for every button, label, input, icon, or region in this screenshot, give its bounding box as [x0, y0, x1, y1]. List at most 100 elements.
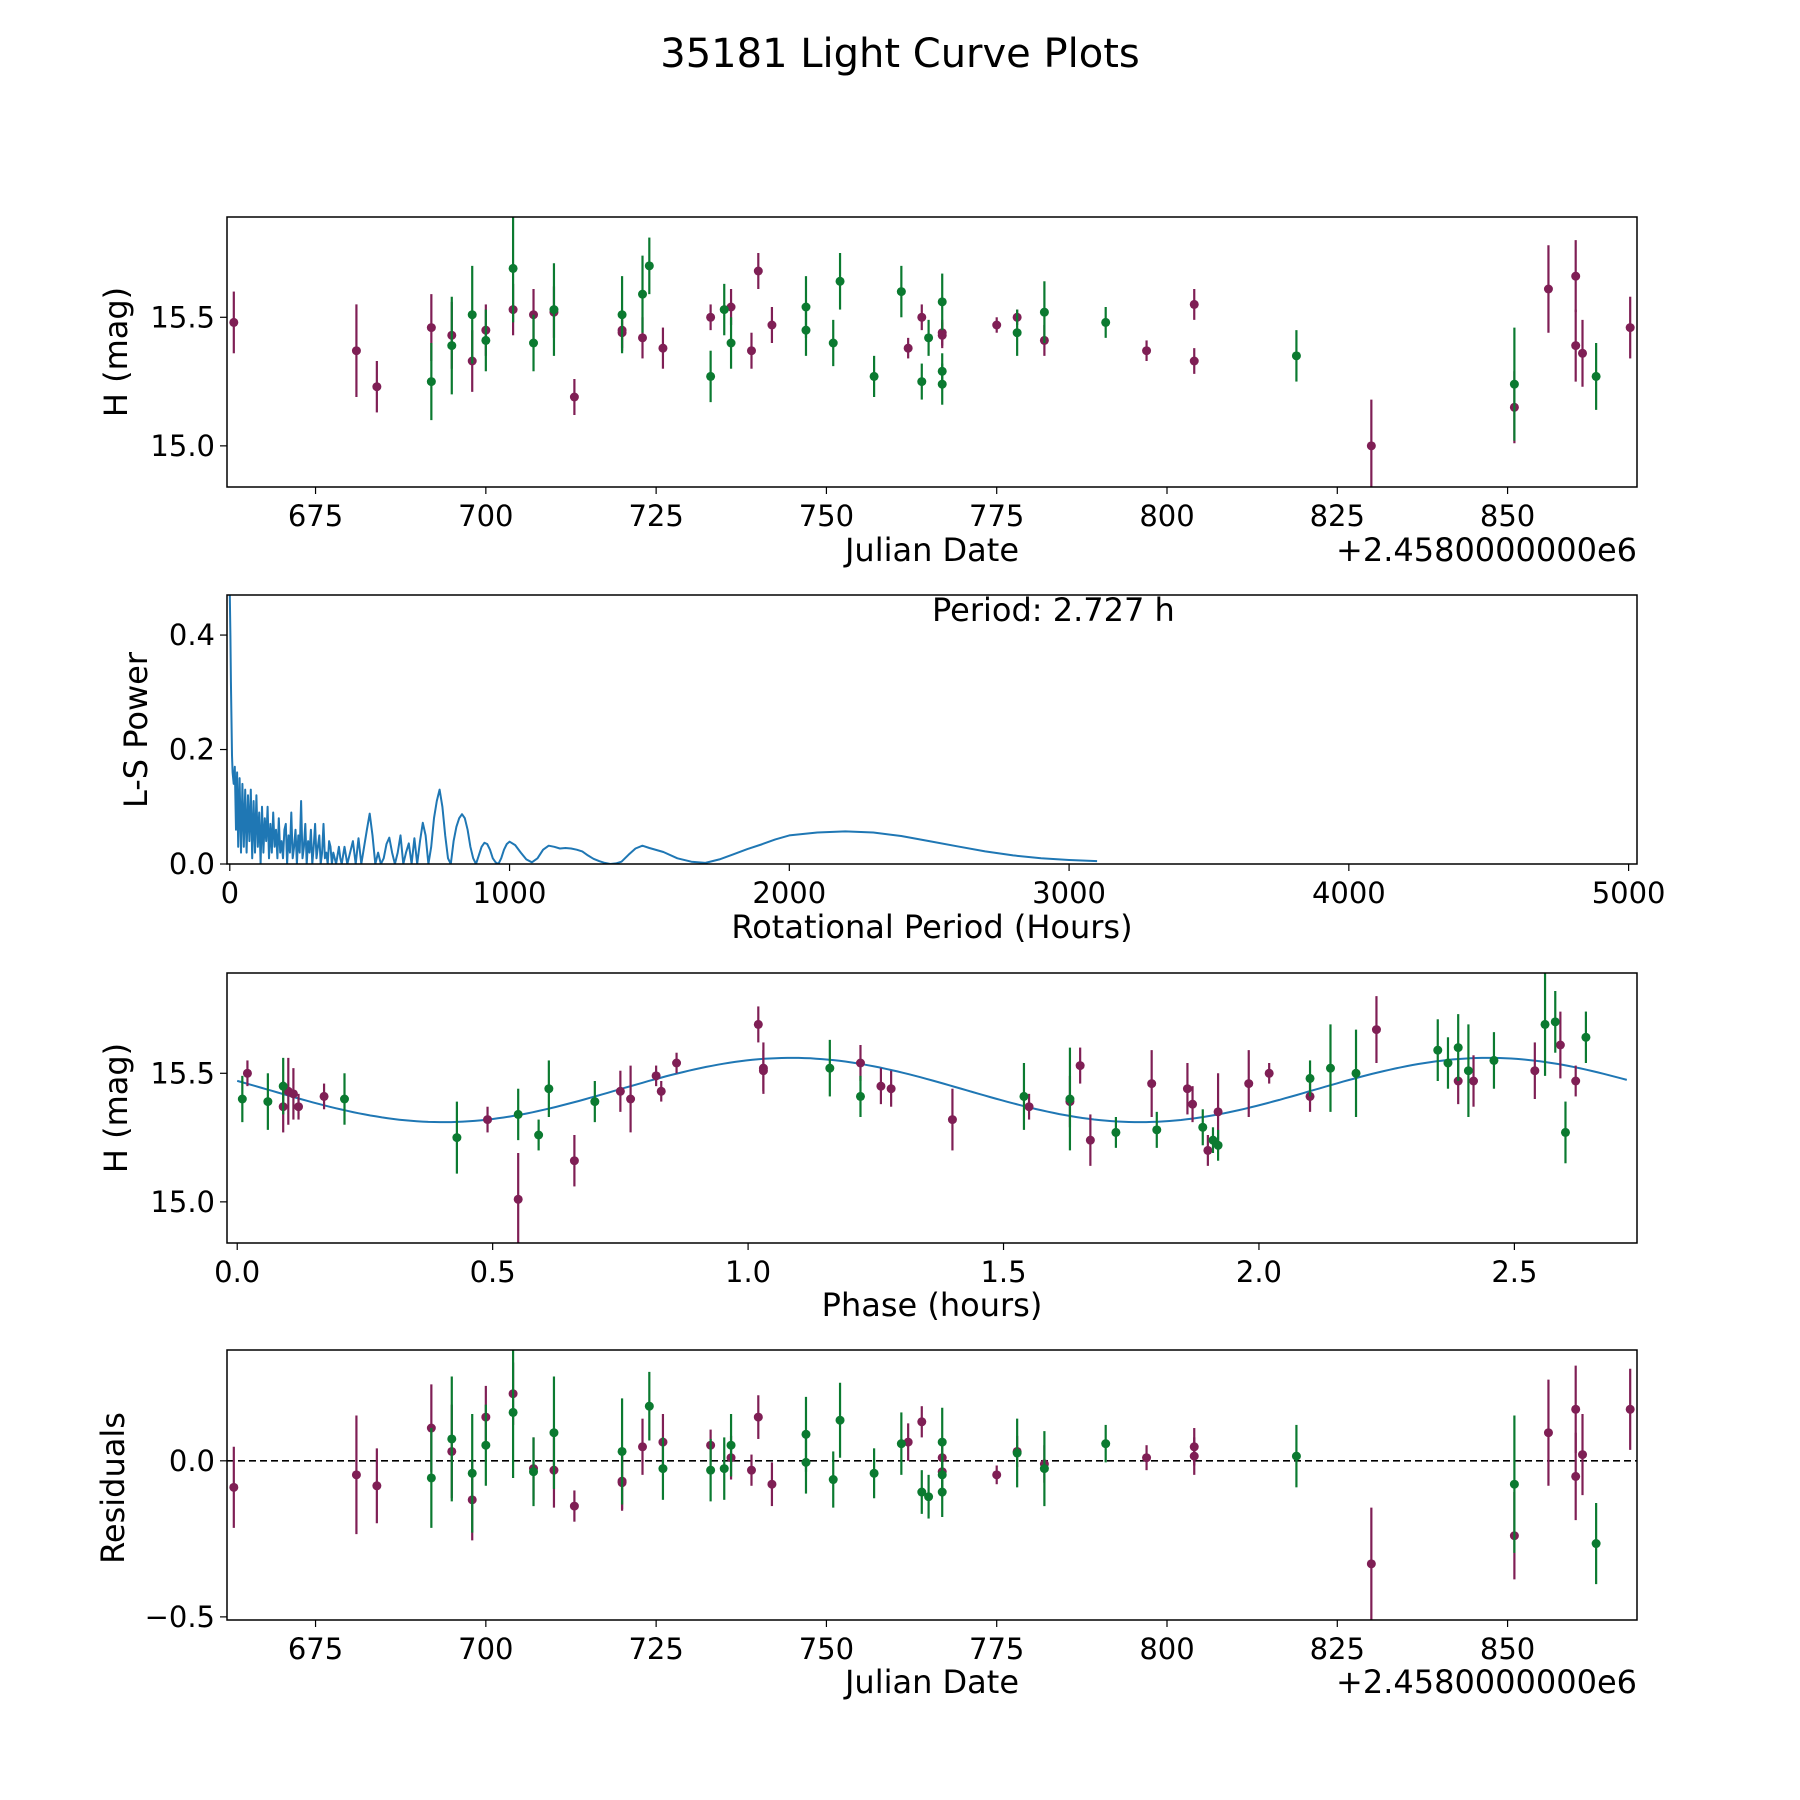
- periodogram-ytick-label: 0.0: [169, 847, 215, 881]
- residuals-point-filter-b: [801, 1457, 811, 1467]
- phased-curve-point-filter-a: [288, 1089, 298, 1099]
- light-curve-point-filter-a: [1625, 323, 1635, 333]
- periodogram-ylabel: L-S Power: [117, 651, 155, 808]
- light-curve-offset-label: +2.4580000000e6: [1336, 531, 1637, 569]
- residuals-plot-area: [227, 1350, 1637, 1620]
- phased-curve-point-filter-b: [590, 1097, 600, 1107]
- phased-curve-point-filter-b: [278, 1081, 288, 1091]
- residuals-point-filter-b: [917, 1487, 927, 1497]
- periodogram-series-line: [228, 595, 1098, 864]
- residuals-point-filter-b: [426, 1473, 436, 1483]
- residuals-point-filter-a: [569, 1501, 579, 1511]
- light-curve-point-filter-b: [1101, 317, 1111, 327]
- periodogram-xtick-label: 4000: [1312, 876, 1386, 910]
- phased-curve-point-filter-a: [1244, 1079, 1254, 1089]
- residuals-xlabel: Julian Date: [843, 1663, 1019, 1701]
- phased-curve-ticks: 0.0 0.5 1.0 1.5 2.0 2.5 15.0 15.5: [150, 1056, 1537, 1289]
- phased-curve-point-filter-a: [886, 1084, 896, 1094]
- phased-curve-point-filter-a: [753, 1019, 763, 1029]
- light-curve-point-filter-b: [706, 371, 716, 381]
- phased-curve-point-filter-a: [947, 1115, 957, 1125]
- figure-title: 35181 Light Curve Plots: [660, 31, 1139, 77]
- light-curve-point-filter-b: [719, 305, 729, 315]
- residuals-point-filter-b: [1039, 1464, 1049, 1474]
- residuals-point-filter-a: [917, 1417, 927, 1427]
- phased-curve-point-filter-a: [626, 1094, 636, 1104]
- light-curve-point-filter-b: [937, 379, 947, 389]
- residuals-point-filter-a: [746, 1465, 756, 1475]
- residuals-xtick-label: 850: [1480, 1632, 1535, 1666]
- phased-curve-point-filter-a: [656, 1086, 666, 1096]
- periodogram-xtick-label: 0: [221, 876, 239, 910]
- periodogram-xtick-label: 1000: [473, 876, 547, 910]
- light-curve-point-filter-a: [903, 343, 913, 353]
- light-curve-point-filter-a: [372, 382, 382, 392]
- residuals-xtick-label: 825: [1310, 1632, 1365, 1666]
- panel-phased-curve: 0.0 0.5 1.0 1.5 2.0 2.5 15.0 15.5 Phase (hours)…: [97, 972, 1638, 1324]
- light-curve-plot-area: [229, 217, 1635, 487]
- residuals-point-filter-b: [828, 1475, 838, 1485]
- residuals-point-filter-a: [372, 1481, 382, 1491]
- phased-curve-point-filter-b: [1351, 1068, 1361, 1078]
- periodogram-xtick-label: 2000: [752, 876, 826, 910]
- light-curve-point-filter-b: [828, 338, 838, 348]
- residuals-point-filter-b: [447, 1434, 457, 1444]
- residuals-point-filter-b: [719, 1464, 729, 1474]
- phased-curve-frame: [226, 972, 1638, 1244]
- residuals-point-filter-b: [529, 1467, 539, 1477]
- light-curve-point-filter-a: [753, 266, 763, 276]
- phased-curve-point-filter-a: [513, 1194, 523, 1204]
- light-curve-point-filter-a: [1571, 271, 1581, 281]
- period-annotation: Period: 2.727 h: [932, 591, 1175, 629]
- phased-curve-point-filter-a: [1203, 1145, 1213, 1155]
- light-curve-point-filter-b: [1591, 371, 1601, 381]
- phased-curve-point-filter-a: [758, 1066, 768, 1076]
- residuals-point-filter-b: [481, 1440, 491, 1450]
- phased-curve-point-filter-b: [452, 1133, 462, 1143]
- light-curve-point-filter-b: [1012, 328, 1022, 338]
- residuals-point-filter-a: [1189, 1442, 1199, 1452]
- light-curve-ticks: 675 700 725 750 775 800 825 850 15.0 15.5: [150, 300, 1535, 533]
- residuals-point-filter-b: [1012, 1448, 1022, 1458]
- phased-curve-xtick-label: 0.0: [214, 1255, 260, 1289]
- light-curve-xtick-label: 825: [1310, 499, 1365, 533]
- light-curve-point-filter-a: [1578, 348, 1588, 358]
- light-curve-point-filter-b: [481, 335, 491, 345]
- phased-curve-point-filter-a: [1024, 1102, 1034, 1112]
- phased-curve-point-filter-b: [1581, 1032, 1591, 1042]
- phased-curve-point-filter-a: [1085, 1135, 1095, 1145]
- periodogram-xtick-label: 3000: [1032, 876, 1106, 910]
- residuals-point-filter-b: [1591, 1539, 1601, 1549]
- residuals-ytick-label: 0.0: [169, 1444, 215, 1478]
- residuals-point-filter-b: [937, 1437, 947, 1447]
- residuals-point-filter-b: [467, 1468, 477, 1478]
- phased-curve-point-filter-b: [263, 1097, 273, 1107]
- periodogram-ticks: 0 1000 2000 3000 4000 5000 0.0 0.2 0.4: [169, 618, 1666, 910]
- periodogram-plot-area: [228, 595, 1098, 864]
- phased-curve-point-filter-a: [569, 1156, 579, 1166]
- light-curve-point-filter-a: [1366, 441, 1376, 451]
- phased-curve-point-filter-b: [1111, 1127, 1121, 1137]
- phased-curve-point-filter-b: [1453, 1043, 1463, 1053]
- light-curve-ytick-label: 15.5: [150, 300, 215, 334]
- phased-curve-point-filter-b: [855, 1091, 865, 1101]
- phased-curve-xlabel: Phase (hours): [822, 1286, 1043, 1324]
- light-curve-point-filter-b: [1039, 307, 1049, 317]
- phased-curve-point-filter-a: [1469, 1076, 1479, 1086]
- phased-curve-point-filter-a: [615, 1086, 625, 1096]
- phased-curve-point-filter-a: [483, 1115, 493, 1125]
- light-curve-xlabel: Julian Date: [843, 531, 1019, 569]
- phased-curve-xtick-label: 2.5: [1491, 1255, 1537, 1289]
- phased-curve-point-filter-a: [1182, 1084, 1192, 1094]
- light-curve-point-filter-b: [529, 338, 539, 348]
- phased-curve-point-filter-b: [1152, 1125, 1162, 1135]
- phased-curve-point-filter-b: [1305, 1073, 1315, 1083]
- light-curve-point-filter-b: [835, 276, 845, 286]
- panel-periodogram: 0 1000 2000 3000 4000 5000 0.0 0.2 0.4 Period: 2…: [117, 591, 1666, 946]
- residuals-point-filter-b: [1509, 1479, 1519, 1489]
- residuals-point-filter-a: [638, 1442, 648, 1452]
- light-curve-point-filter-b: [467, 310, 477, 320]
- light-curve-point-filter-a: [937, 330, 947, 340]
- phased-curve-point-filter-a: [1530, 1066, 1540, 1076]
